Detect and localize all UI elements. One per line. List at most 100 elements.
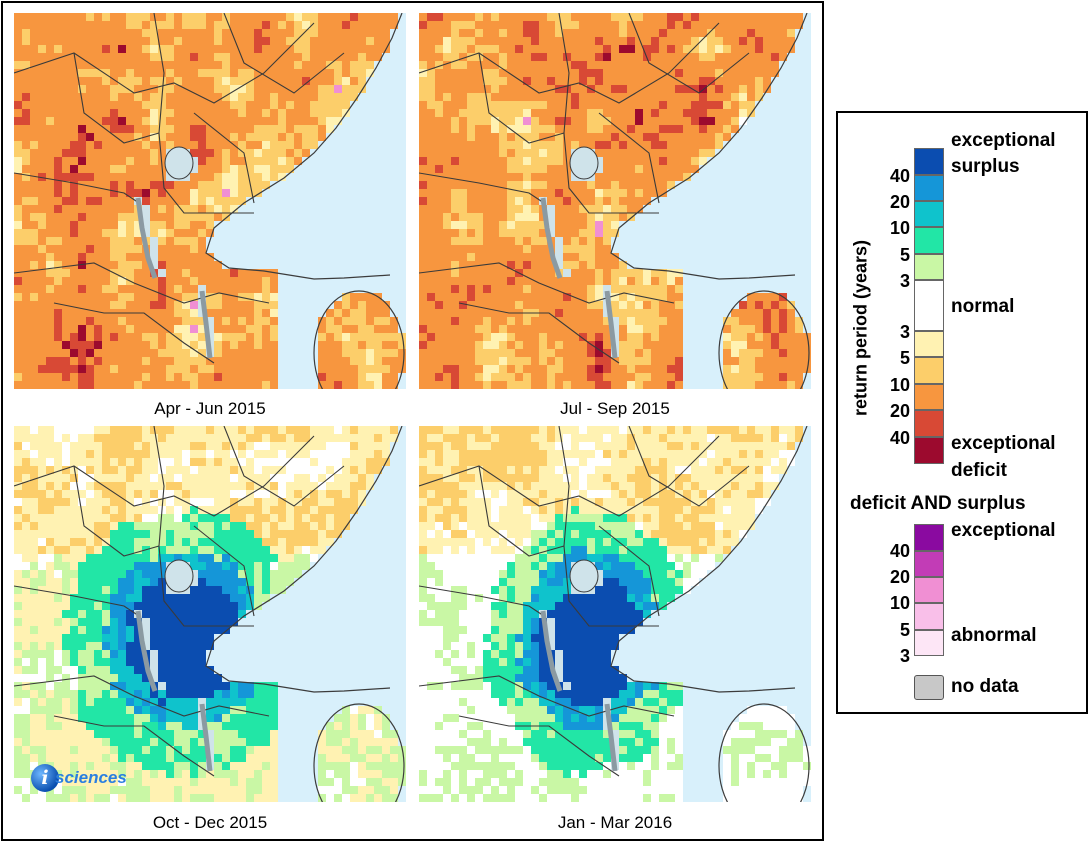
label-both-abnormal: abnormal [951,625,1037,646]
country-border [558,13,659,214]
country-border [628,426,750,507]
anomaly-grid [419,13,811,389]
lake-tanganyika [135,610,158,692]
lake-victoria [164,146,194,180]
country-border [598,525,660,617]
madagascar-outline [718,703,810,802]
coastline [205,426,403,693]
label-normal: normal [951,296,1015,317]
country-border [419,172,545,204]
tick-surplus-3: 3 [899,271,910,291]
country-border [223,426,345,507]
swatch-both-exceptional [914,524,944,551]
tick-deficit-10: 10 [889,375,910,395]
tick-both-40: 40 [889,541,910,561]
country-border [153,426,254,627]
madagascar-outline [313,290,405,389]
country-border [73,52,160,144]
swatch-surplus-20-40 [914,175,944,201]
swatch-no-data [914,675,944,700]
lake-victoria [569,559,599,593]
lake-victoria [164,559,194,593]
logo-wordmark: sciences [55,768,127,787]
country-border [193,525,255,617]
lake-malawi [199,703,213,772]
country-border [598,112,660,204]
tick-deficit-40: 40 [889,428,910,448]
swatch-normal [914,280,944,331]
swatch-deficit-10-20 [914,384,944,410]
map-panel-oct-dec-2015 [14,426,406,802]
swatch-deficit-3-5 [914,331,944,357]
legend-both-title: deficit AND surplus [850,493,1026,514]
coastline [610,426,808,693]
tick-surplus-5: 5 [899,245,910,265]
map-jan-mar-2016 [419,426,811,802]
country-border [14,675,270,717]
label-no-data: no data [951,676,1019,697]
lake-tanganyika [540,197,563,279]
tick-both-20: 20 [889,567,910,587]
swatch-surplus-5-10 [914,227,944,254]
isciences-logo: i sciences [31,764,151,796]
country-border [14,262,270,304]
swatch-deficit-5-10 [914,357,944,384]
anomaly-grid [14,426,406,802]
tick-deficit-3: 3 [899,322,910,342]
madagascar-outline [718,290,810,389]
country-border [628,13,750,94]
swatch-both-5-10 [914,603,944,630]
caption-jul-sep-2015: Jul - Sep 2015 [560,399,670,418]
coastline [610,13,808,280]
caption-oct-dec-2015: Oct - Dec 2015 [152,813,268,832]
swatch-surplus-exceptional [914,148,944,175]
country-border [478,52,565,144]
country-border [193,112,255,204]
country-border [558,426,659,627]
lake-tanganyika [540,610,563,692]
tick-both-5: 5 [899,620,910,640]
madagascar-outline [313,703,405,802]
swatch-deficit-20-40 [914,410,944,437]
map-panel-jan-mar-2016 [419,426,811,802]
map-panel-apr-jun-2015 [14,13,406,389]
map-oct-dec-2015 [14,426,406,802]
country-border [223,13,345,94]
country-border [419,585,545,617]
swatch-both-3-5 [914,630,944,656]
country-border [153,13,254,214]
tick-both-10: 10 [889,593,910,613]
caption-apr-jun-2015: Apr - Jun 2015 [154,399,266,418]
country-border [419,675,675,717]
country-border [14,172,140,204]
swatch-both-20-40 [914,551,944,577]
country-border [14,585,140,617]
lake-victoria [569,146,599,180]
anomaly-grid [419,426,811,802]
coastline [205,13,403,280]
lake-malawi [604,290,618,359]
label-exceptional-surplus-1: exceptional [951,130,1056,151]
swatch-both-10-20 [914,577,944,603]
label-exceptional-deficit-1: exceptional [951,433,1056,454]
country-border [458,302,620,364]
lake-tanganyika [135,197,158,279]
map-panel-jul-sep-2015 [419,13,811,389]
label-exceptional-surplus-2: surplus [951,156,1020,177]
tick-surplus-10: 10 [889,218,910,238]
tick-deficit-20: 20 [889,401,910,421]
swatch-surplus-10-20 [914,201,944,227]
swatch-surplus-3-5 [914,254,944,280]
country-border [478,465,565,557]
country-border [458,715,620,777]
anomaly-grid [14,13,406,389]
legend-axis-title: return period (years) [850,239,871,417]
tick-deficit-5: 5 [899,348,910,368]
country-border [419,262,675,304]
swatch-deficit-exceptional [914,437,944,464]
label-both-exceptional: exceptional [951,520,1056,541]
country-border [73,465,160,557]
logo-i-icon: i [31,764,59,792]
tick-surplus-40: 40 [889,166,910,186]
tick-both-3: 3 [899,646,910,666]
